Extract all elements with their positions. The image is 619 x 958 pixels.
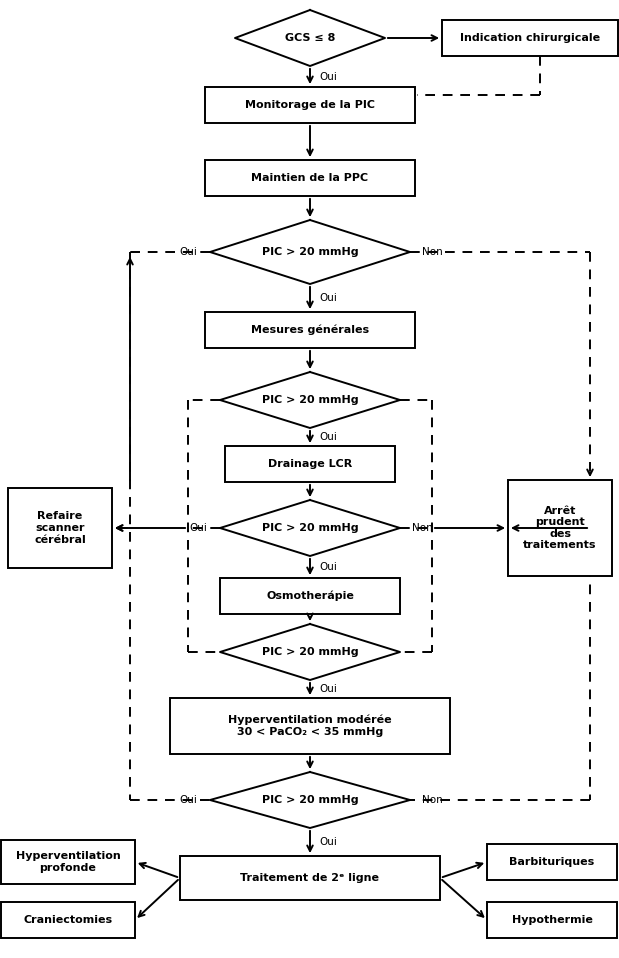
Text: Oui: Oui <box>179 247 197 257</box>
Text: Oui: Oui <box>319 72 337 81</box>
Text: Non: Non <box>422 247 443 257</box>
Text: Hyperventilation modérée
30 < PaCO₂ < 35 mmHg: Hyperventilation modérée 30 < PaCO₂ < 35… <box>228 715 392 737</box>
Bar <box>170 698 450 754</box>
Bar <box>205 160 415 196</box>
Text: PIC > 20 mmHg: PIC > 20 mmHg <box>262 647 358 657</box>
Bar <box>8 488 112 568</box>
Bar <box>220 578 400 614</box>
Text: Monitorage de la PIC: Monitorage de la PIC <box>245 100 375 110</box>
Text: Traitement de 2ᵉ ligne: Traitement de 2ᵉ ligne <box>241 873 379 883</box>
Text: Oui: Oui <box>189 523 207 533</box>
Text: Indication chirurgicale: Indication chirurgicale <box>460 33 600 43</box>
Text: Non: Non <box>422 795 443 805</box>
Text: Non: Non <box>412 523 433 533</box>
Text: Hypothermie: Hypothermie <box>511 915 592 925</box>
Text: Refaire
scanner
cérébral: Refaire scanner cérébral <box>34 512 86 544</box>
Bar <box>508 480 612 576</box>
Bar <box>225 446 395 482</box>
Text: Oui: Oui <box>179 795 197 805</box>
Bar <box>487 844 617 880</box>
Text: Oui: Oui <box>319 562 337 572</box>
Bar <box>1 840 135 884</box>
Text: Oui: Oui <box>319 432 337 442</box>
Bar <box>442 20 618 56</box>
Text: PIC > 20 mmHg: PIC > 20 mmHg <box>262 795 358 805</box>
Bar <box>487 902 617 938</box>
Bar <box>205 87 415 123</box>
Text: PIC > 20 mmHg: PIC > 20 mmHg <box>262 395 358 405</box>
Text: PIC > 20 mmHg: PIC > 20 mmHg <box>262 247 358 257</box>
Text: Barbituriques: Barbituriques <box>509 857 595 867</box>
Text: Oui: Oui <box>319 293 337 303</box>
Text: Mesures générales: Mesures générales <box>251 325 369 335</box>
Text: Arrêt
prudent
des
traitements: Arrêt prudent des traitements <box>523 506 597 551</box>
Text: Oui: Oui <box>319 837 337 847</box>
Text: Hyperventilation
profonde: Hyperventilation profonde <box>15 852 120 873</box>
Bar <box>180 856 440 900</box>
Bar <box>1 902 135 938</box>
Text: Drainage LCR: Drainage LCR <box>268 459 352 469</box>
Text: GCS ≤ 8: GCS ≤ 8 <box>285 33 335 43</box>
Text: PIC > 20 mmHg: PIC > 20 mmHg <box>262 523 358 533</box>
Text: Maintien de la PPC: Maintien de la PPC <box>251 173 368 183</box>
Text: Craniectomies: Craniectomies <box>24 915 113 925</box>
Text: Osmotherápie: Osmotherápie <box>266 591 354 602</box>
Text: Oui: Oui <box>319 684 337 694</box>
Bar <box>205 312 415 348</box>
